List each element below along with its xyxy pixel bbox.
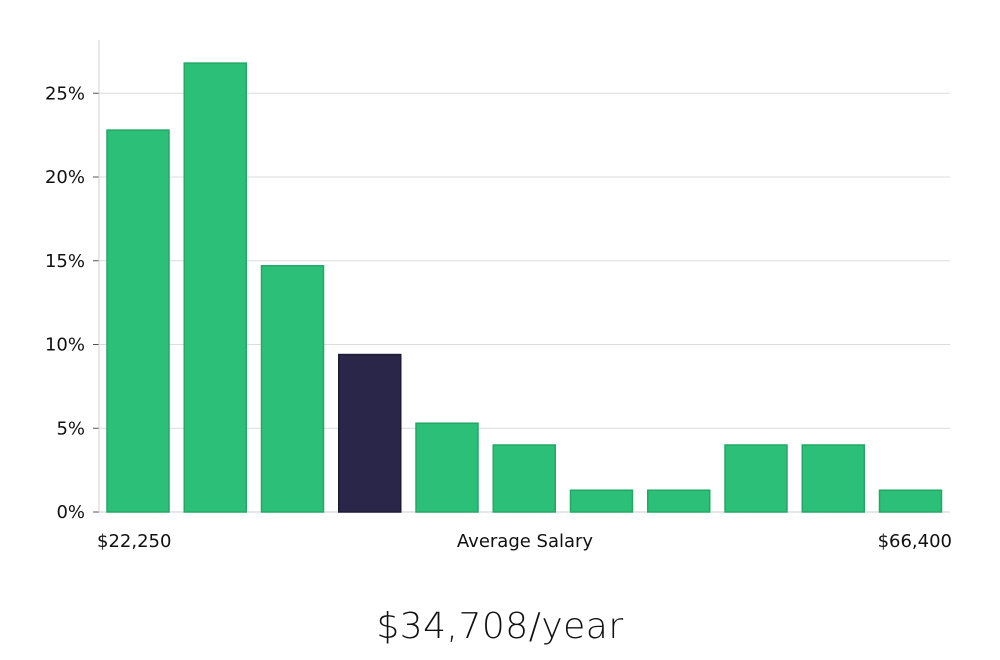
x-min-label: $22,250 xyxy=(97,531,171,552)
y-tick-label: 0% xyxy=(56,502,85,523)
y-tick-label: 15% xyxy=(45,251,85,272)
bar xyxy=(415,422,479,513)
bar xyxy=(878,489,943,513)
bar xyxy=(106,129,170,513)
bar xyxy=(647,489,711,513)
salary-histogram: 0%5%10%15%20%25% $22,250 Average Salary … xyxy=(45,40,952,552)
y-tick-label: 5% xyxy=(56,418,85,439)
x-axis-title: Average Salary xyxy=(457,531,594,552)
x-max-label: $66,400 xyxy=(878,531,952,552)
y-tick-label: 10% xyxy=(45,335,85,356)
bar xyxy=(183,62,247,513)
y-axis-ticks: 0% 5% 10% 15% 20% 25% xyxy=(45,83,99,523)
bar xyxy=(801,444,865,513)
bar xyxy=(260,265,325,513)
bar xyxy=(569,489,634,513)
y-tick-label: 25% xyxy=(45,83,85,104)
bars xyxy=(106,62,943,513)
bar-highlight xyxy=(338,353,402,513)
average-salary-value: $34,708/year xyxy=(376,606,624,647)
bar xyxy=(724,444,788,513)
y-tick-label: 20% xyxy=(45,167,85,188)
bar xyxy=(492,444,556,513)
